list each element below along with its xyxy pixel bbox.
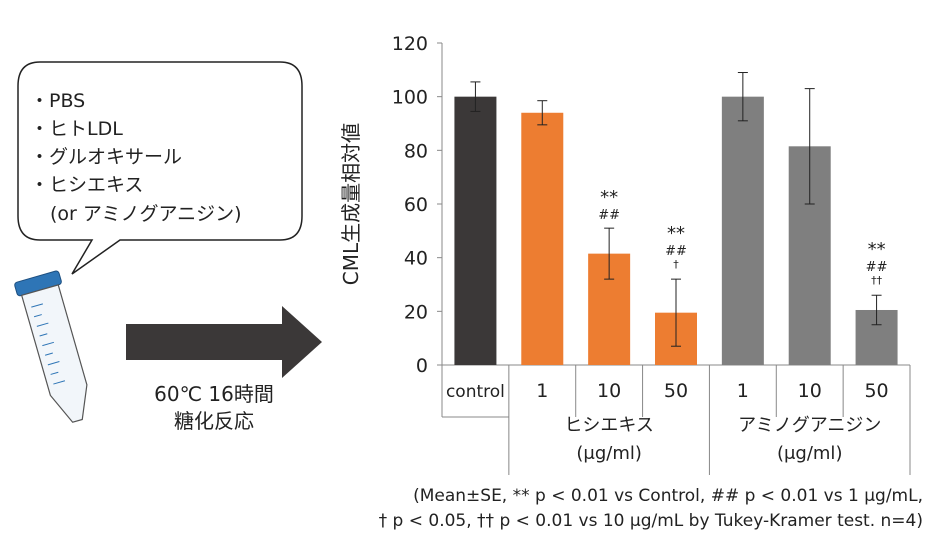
group-unit: (μg/ml) — [576, 443, 642, 464]
significance-mark: ## — [866, 260, 888, 275]
significance-mark: † — [673, 258, 679, 271]
significance-mark: ** — [600, 187, 618, 208]
footnote-line-1: (Mean±SE, ** p < 0.01 vs Control, ## p <… — [413, 486, 923, 506]
condition-temperature-time: 60℃ 16時間 — [154, 382, 274, 406]
y-tick-label: 60 — [404, 194, 428, 216]
reagent-pbs: ・PBS — [30, 90, 86, 112]
process-arrow-icon — [126, 306, 322, 378]
y-tick-label: 80 — [404, 140, 428, 162]
reagent-glyoxal: ・グルオキサール — [30, 146, 183, 168]
x-tick-label: 10 — [597, 380, 621, 402]
x-tick-label: 1 — [737, 380, 749, 402]
significance-mark: ## — [598, 208, 620, 223]
y-tick-label: 20 — [404, 301, 428, 323]
significance-mark: †† — [871, 274, 883, 287]
bar — [454, 96, 497, 366]
x-tick-label: 10 — [798, 380, 822, 402]
footnote-line-2: † p < 0.05, †† p < 0.01 vs 10 μg/mL by T… — [378, 511, 923, 531]
y-axis-label: CML生成量相対値 — [339, 123, 363, 285]
x-tick-label: 50 — [864, 380, 888, 402]
speech-bubble — [17, 61, 303, 275]
significance-mark: ** — [667, 223, 685, 244]
significance-mark: ## — [665, 244, 687, 259]
y-tick-label: 0 — [416, 355, 428, 377]
group-label: アミノグアニジン — [738, 415, 881, 436]
reagent-hishi: ・ヒシエキス — [30, 174, 144, 196]
reagent-alternative: (or アミノグアニジン) — [50, 203, 242, 225]
group-unit: (μg/ml) — [777, 443, 843, 464]
x-tick-label: control — [446, 382, 505, 402]
y-tick-label: 40 — [404, 248, 428, 270]
reagent-ldl: ・ヒトLDL — [30, 118, 123, 140]
bar — [721, 96, 764, 366]
bar — [521, 112, 564, 366]
test-tube-icon — [14, 270, 88, 423]
x-tick-label: 1 — [536, 380, 548, 402]
group-label: ヒシエキス — [564, 415, 653, 436]
x-tick-label: 50 — [664, 380, 688, 402]
condition-reaction: 糖化反応 — [174, 409, 254, 433]
y-tick-label: 120 — [392, 33, 428, 55]
y-tick-label: 100 — [392, 87, 428, 109]
significance-mark: ** — [868, 239, 886, 260]
